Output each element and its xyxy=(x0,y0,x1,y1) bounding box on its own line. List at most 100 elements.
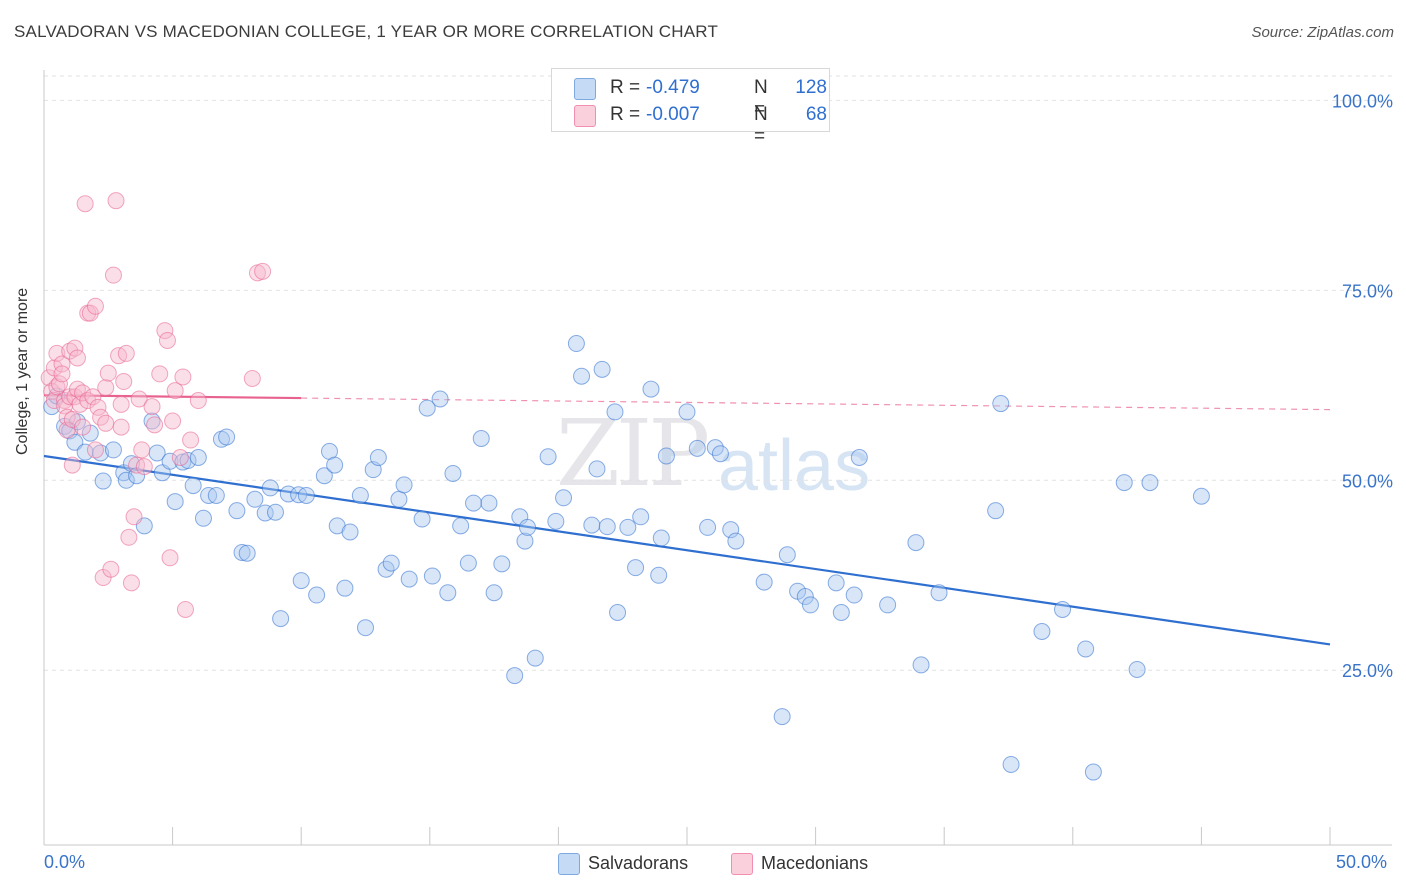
data-point xyxy=(606,403,624,421)
data-point xyxy=(850,449,868,466)
legend-swatch-blue xyxy=(574,78,596,100)
series-macedonians xyxy=(40,192,272,618)
data-point xyxy=(117,344,135,362)
data-point xyxy=(161,452,179,470)
data-point xyxy=(1077,640,1095,658)
data-point xyxy=(485,584,503,602)
data-point xyxy=(194,509,212,527)
y-tick-label: 25.0% xyxy=(1342,661,1393,681)
data-point xyxy=(97,379,115,397)
data-point xyxy=(1115,474,1133,492)
data-point xyxy=(382,554,400,572)
data-point xyxy=(125,508,143,526)
data-point xyxy=(86,441,104,459)
data-point xyxy=(418,399,436,417)
correlation-legend: R = -0.479 N = 128 R = -0.007 N = 68 xyxy=(551,68,830,147)
data-point xyxy=(688,439,706,457)
data-point xyxy=(146,416,164,434)
data-point xyxy=(336,579,354,597)
data-point xyxy=(99,364,117,382)
legend-r-label: R = xyxy=(610,104,641,125)
data-point xyxy=(992,395,1010,413)
data-point xyxy=(778,546,796,564)
data-point xyxy=(632,508,650,526)
data-point xyxy=(593,360,611,378)
y-axis-label: College, 1 year or more xyxy=(14,287,31,455)
data-point xyxy=(115,373,133,391)
data-point xyxy=(907,534,925,552)
data-point xyxy=(627,559,645,577)
data-point xyxy=(459,554,477,572)
data-point xyxy=(207,486,225,504)
data-point xyxy=(261,479,279,497)
data-point xyxy=(444,464,462,482)
data-point xyxy=(171,449,189,466)
data-point xyxy=(315,467,333,485)
data-point xyxy=(567,335,585,353)
data-point xyxy=(652,529,670,547)
legend-r-label: R = xyxy=(610,77,641,98)
data-point xyxy=(92,444,110,462)
data-point xyxy=(156,322,174,340)
data-point xyxy=(493,555,511,573)
data-point xyxy=(238,544,256,562)
data-point xyxy=(480,494,498,512)
legend-label-macedonians: Macedonians xyxy=(761,853,869,873)
data-point xyxy=(176,600,194,618)
legend-r-value: -0.479 xyxy=(646,77,700,98)
data-point xyxy=(53,365,71,383)
data-point xyxy=(76,443,94,461)
data-point xyxy=(130,390,148,408)
data-point xyxy=(555,489,573,507)
trend-line-extension-macedonians xyxy=(301,397,1331,411)
data-point xyxy=(228,502,246,520)
data-point xyxy=(519,518,537,536)
data-point xyxy=(104,266,122,284)
data-point xyxy=(308,586,326,604)
chart-title: SALVADORAN VS MACEDONIAN COLLEGE, 1 YEAR… xyxy=(14,22,719,41)
data-point xyxy=(112,418,130,436)
data-point xyxy=(151,365,169,383)
data-point xyxy=(1002,755,1020,773)
data-point xyxy=(987,502,1005,520)
data-point xyxy=(84,388,102,406)
data-point xyxy=(341,523,359,541)
data-points xyxy=(40,192,1210,781)
data-point xyxy=(53,355,71,373)
data-point xyxy=(827,574,845,592)
legend-n-value: 68 xyxy=(805,104,827,125)
data-point xyxy=(246,490,264,508)
data-point xyxy=(81,304,99,322)
watermark-zip: ZIP xyxy=(556,400,710,507)
data-point xyxy=(351,486,369,504)
data-point xyxy=(930,584,948,602)
data-point xyxy=(657,447,675,465)
data-point xyxy=(801,596,819,614)
data-point xyxy=(1033,622,1051,640)
series-salvadorans xyxy=(43,335,1210,781)
data-point xyxy=(292,572,310,590)
trend-line-macedonians xyxy=(43,394,302,400)
data-point xyxy=(68,349,86,367)
y-tick-label: 50.0% xyxy=(1342,471,1393,491)
data-point xyxy=(539,448,557,466)
data-point xyxy=(452,517,470,535)
data-point xyxy=(184,477,202,495)
source-label: Source: ZipAtlas.com xyxy=(1251,24,1394,41)
data-point xyxy=(76,195,94,213)
data-point xyxy=(48,378,66,396)
data-point xyxy=(122,574,140,592)
data-point xyxy=(89,398,107,416)
data-point xyxy=(182,431,200,449)
data-point xyxy=(1128,660,1146,678)
data-point xyxy=(400,570,418,588)
data-point xyxy=(143,398,161,416)
data-point xyxy=(158,331,176,349)
data-point xyxy=(526,649,544,667)
data-point xyxy=(161,549,179,567)
data-point xyxy=(266,503,284,521)
data-point xyxy=(1084,763,1102,781)
data-point xyxy=(609,604,627,621)
data-point xyxy=(832,604,850,621)
data-point xyxy=(164,412,182,430)
